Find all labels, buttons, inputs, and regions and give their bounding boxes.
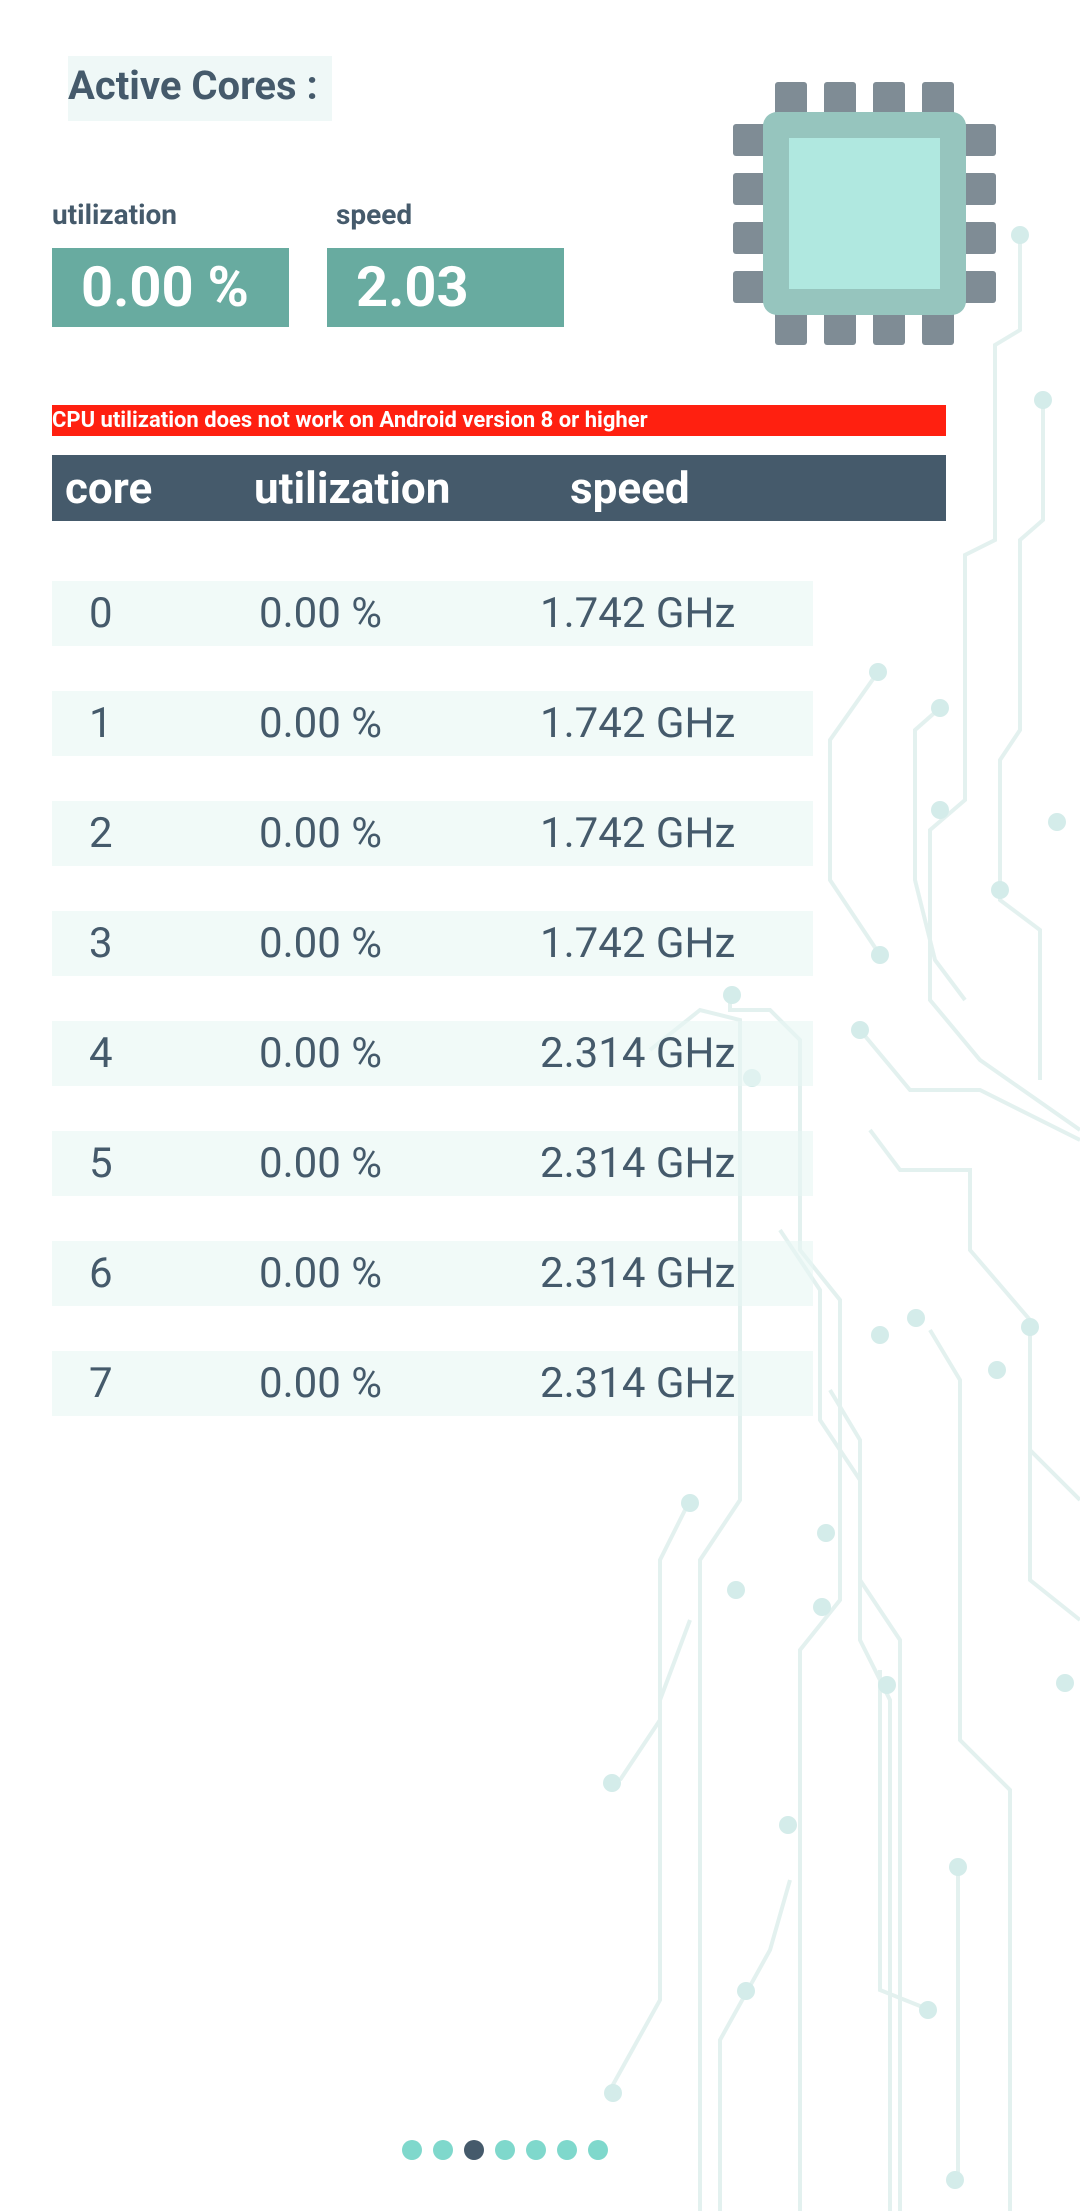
core-row: 0 0.00 % 1.742 GHz [52, 581, 813, 646]
cell: 1.742 GHz [540, 589, 736, 638]
page-indicator [402, 2140, 608, 2160]
cell: 2.314 GHz [540, 1139, 736, 1188]
column-header: speed [570, 462, 690, 514]
cell: 2.314 GHz [540, 1359, 736, 1408]
cell: 0.00 % [259, 1249, 383, 1298]
core-row: 2 0.00 % 1.742 GHz [52, 801, 813, 866]
cell: 0.00 % [259, 809, 383, 858]
cell: 3 [89, 919, 113, 968]
cell: 0.00 % [259, 1029, 383, 1078]
active-cores-title: Active Cores : [68, 62, 318, 109]
cell: 1 [89, 699, 113, 748]
table-header: core utilization speed [52, 455, 946, 521]
utilization-value: 0.00 % [52, 248, 289, 327]
cpu-icon [733, 82, 996, 345]
cell: 2.314 GHz [540, 1249, 736, 1298]
cell: 1.742 GHz [540, 919, 736, 968]
cell: 1.742 GHz [540, 809, 736, 858]
circuit-nodes [603, 226, 1074, 2189]
cell: 0.00 % [259, 699, 383, 748]
cell: 0.00 % [259, 589, 383, 638]
cell: 0 [89, 589, 113, 638]
core-row: 5 0.00 % 2.314 GHz [52, 1131, 813, 1196]
core-row: 4 0.00 % 2.314 GHz [52, 1021, 813, 1086]
circuit-lines [608, 235, 1080, 2211]
core-row: 3 0.00 % 1.742 GHz [52, 911, 813, 976]
cell: 0.00 % [259, 919, 383, 968]
warning-banner: CPU utilization does not work on Android… [52, 405, 946, 436]
cell: 7 [89, 1359, 113, 1408]
cell: 0.00 % [259, 1359, 383, 1408]
cell: 2.314 GHz [540, 1029, 736, 1078]
core-row: 6 0.00 % 2.314 GHz [52, 1241, 813, 1306]
core-row: 1 0.00 % 1.742 GHz [52, 691, 813, 756]
cell: 0.00 % [259, 1139, 383, 1188]
cell: 4 [89, 1029, 113, 1078]
column-header: utilization [254, 462, 451, 514]
active-cores-box: Active Cores : [68, 56, 332, 121]
cell: 5 [89, 1139, 113, 1188]
cell: 1.742 GHz [540, 699, 736, 748]
speed-label: speed [336, 198, 413, 231]
core-row: 7 0.00 % 2.314 GHz [52, 1351, 813, 1416]
cell: 6 [89, 1249, 113, 1298]
speed-value: 2.03 [327, 248, 564, 327]
cell: 2 [89, 809, 113, 858]
utilization-label: utilization [52, 198, 178, 231]
column-header: core [65, 462, 153, 514]
